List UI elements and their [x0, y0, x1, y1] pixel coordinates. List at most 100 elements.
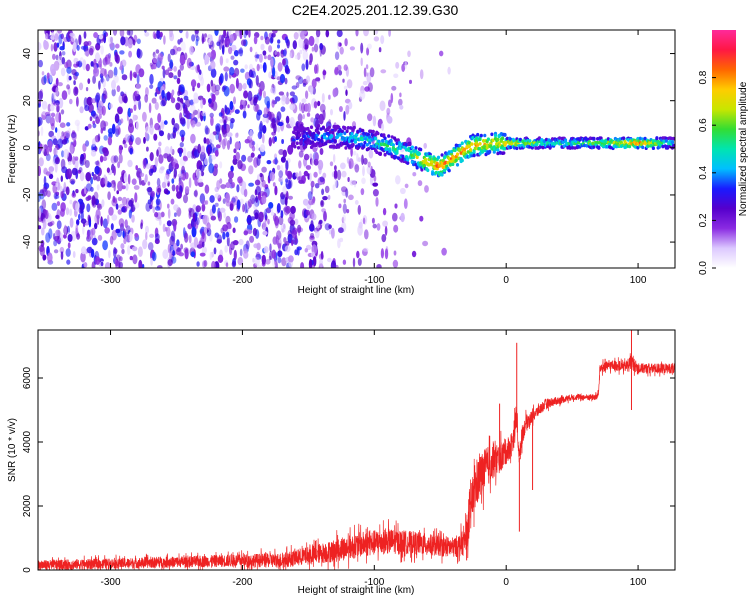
noise-speckle — [117, 196, 123, 202]
noise-speckle — [380, 69, 387, 74]
noise-speckle — [166, 226, 171, 237]
signal-cell — [504, 141, 508, 145]
noise-speckle — [82, 59, 87, 71]
noise-speckle — [153, 133, 158, 141]
noise-speckle — [66, 84, 70, 90]
noise-speckle — [126, 233, 130, 243]
noise-speckle — [285, 168, 288, 176]
noise-speckle — [91, 237, 98, 246]
signal-cell — [463, 147, 467, 152]
noise-speckle — [134, 192, 138, 204]
signal-cell — [346, 126, 350, 130]
noise-speckle — [74, 119, 81, 127]
noise-speckle — [249, 79, 253, 89]
colorbar-tick-label: 0.8 — [698, 70, 709, 84]
noise-speckle — [135, 165, 138, 171]
noise-speckle — [138, 68, 145, 78]
noise-speckle — [255, 143, 259, 151]
noise-speckle — [102, 156, 108, 162]
noise-speckle — [262, 117, 267, 123]
noise-speckle — [57, 30, 63, 34]
y-tick-label: 6000 — [22, 366, 33, 389]
noise-speckle — [167, 203, 170, 209]
noise-speckle — [50, 63, 56, 75]
signal-cell — [459, 151, 463, 155]
noise-speckle — [60, 67, 66, 77]
noise-speckle — [118, 256, 123, 262]
noise-speckle — [198, 240, 203, 249]
noise-speckle — [179, 117, 186, 125]
noise-speckle — [393, 224, 399, 233]
noise-speckle — [148, 102, 152, 114]
noise-speckle — [283, 237, 287, 244]
noise-speckle — [133, 104, 137, 111]
noise-speckle — [119, 50, 125, 55]
noise-speckle — [200, 98, 204, 109]
noise-speckle — [343, 64, 348, 71]
noise-speckle — [163, 35, 166, 45]
noise-speckle — [128, 50, 133, 58]
noise-speckle — [49, 72, 53, 84]
noise-speckle — [156, 149, 159, 157]
noise-speckle — [352, 257, 356, 268]
noise-speckle — [345, 89, 348, 96]
signal-cell — [496, 137, 500, 142]
noise-speckle — [177, 90, 181, 97]
noise-speckle — [151, 62, 157, 70]
noise-speckle — [126, 225, 131, 235]
noise-speckle — [290, 205, 296, 214]
noise-speckle — [251, 197, 255, 205]
noise-speckle — [87, 123, 92, 129]
noise-speckle — [149, 62, 153, 67]
signal-cell — [518, 137, 523, 142]
noise-speckle — [333, 169, 338, 180]
snr-frame — [37, 329, 676, 571]
noise-speckle — [324, 185, 330, 194]
noise-speckle — [278, 176, 284, 182]
noise-speckle — [94, 222, 98, 230]
signal-cell — [351, 143, 355, 147]
noise-speckle — [252, 257, 255, 263]
noise-speckle — [330, 109, 333, 116]
signal-cell — [512, 145, 517, 150]
noise-speckle — [255, 195, 258, 203]
noise-speckle — [282, 185, 287, 195]
noise-speckle — [89, 45, 95, 53]
noise-speckle — [357, 204, 361, 215]
noise-speckle — [102, 89, 106, 94]
noise-speckle — [225, 215, 231, 225]
noise-speckle — [179, 63, 184, 71]
noise-speckle — [223, 30, 227, 39]
noise-speckle — [310, 117, 315, 123]
noise-speckle — [354, 200, 359, 205]
noise-speckle — [267, 54, 272, 61]
noise-speckle — [122, 139, 126, 145]
noise-speckle — [206, 222, 211, 231]
noise-speckle — [325, 30, 330, 38]
noise-speckle — [296, 246, 302, 251]
noise-speckle — [146, 146, 149, 152]
noise-speckle — [242, 83, 247, 90]
noise-speckle — [75, 189, 79, 194]
noise-speckle — [237, 257, 244, 266]
signal-cell — [381, 138, 385, 143]
noise-speckle — [320, 199, 325, 208]
noise-speckle — [386, 116, 393, 124]
noise-speckle — [274, 215, 280, 226]
noise-speckle — [261, 166, 267, 173]
x-tick-label: 100 — [630, 275, 647, 286]
noise-speckle — [268, 255, 272, 261]
noise-speckle — [336, 169, 342, 181]
noise-speckle — [190, 113, 195, 119]
noise-speckle — [236, 199, 241, 210]
noise-speckle — [277, 44, 280, 49]
noise-speckle — [231, 260, 237, 268]
noise-speckle — [301, 63, 306, 72]
noise-speckle — [358, 221, 363, 229]
noise-speckle — [341, 186, 347, 193]
signal-cell — [609, 145, 613, 150]
noise-speckle — [323, 211, 327, 222]
signal-cell — [480, 149, 484, 154]
noise-speckle — [233, 148, 237, 154]
